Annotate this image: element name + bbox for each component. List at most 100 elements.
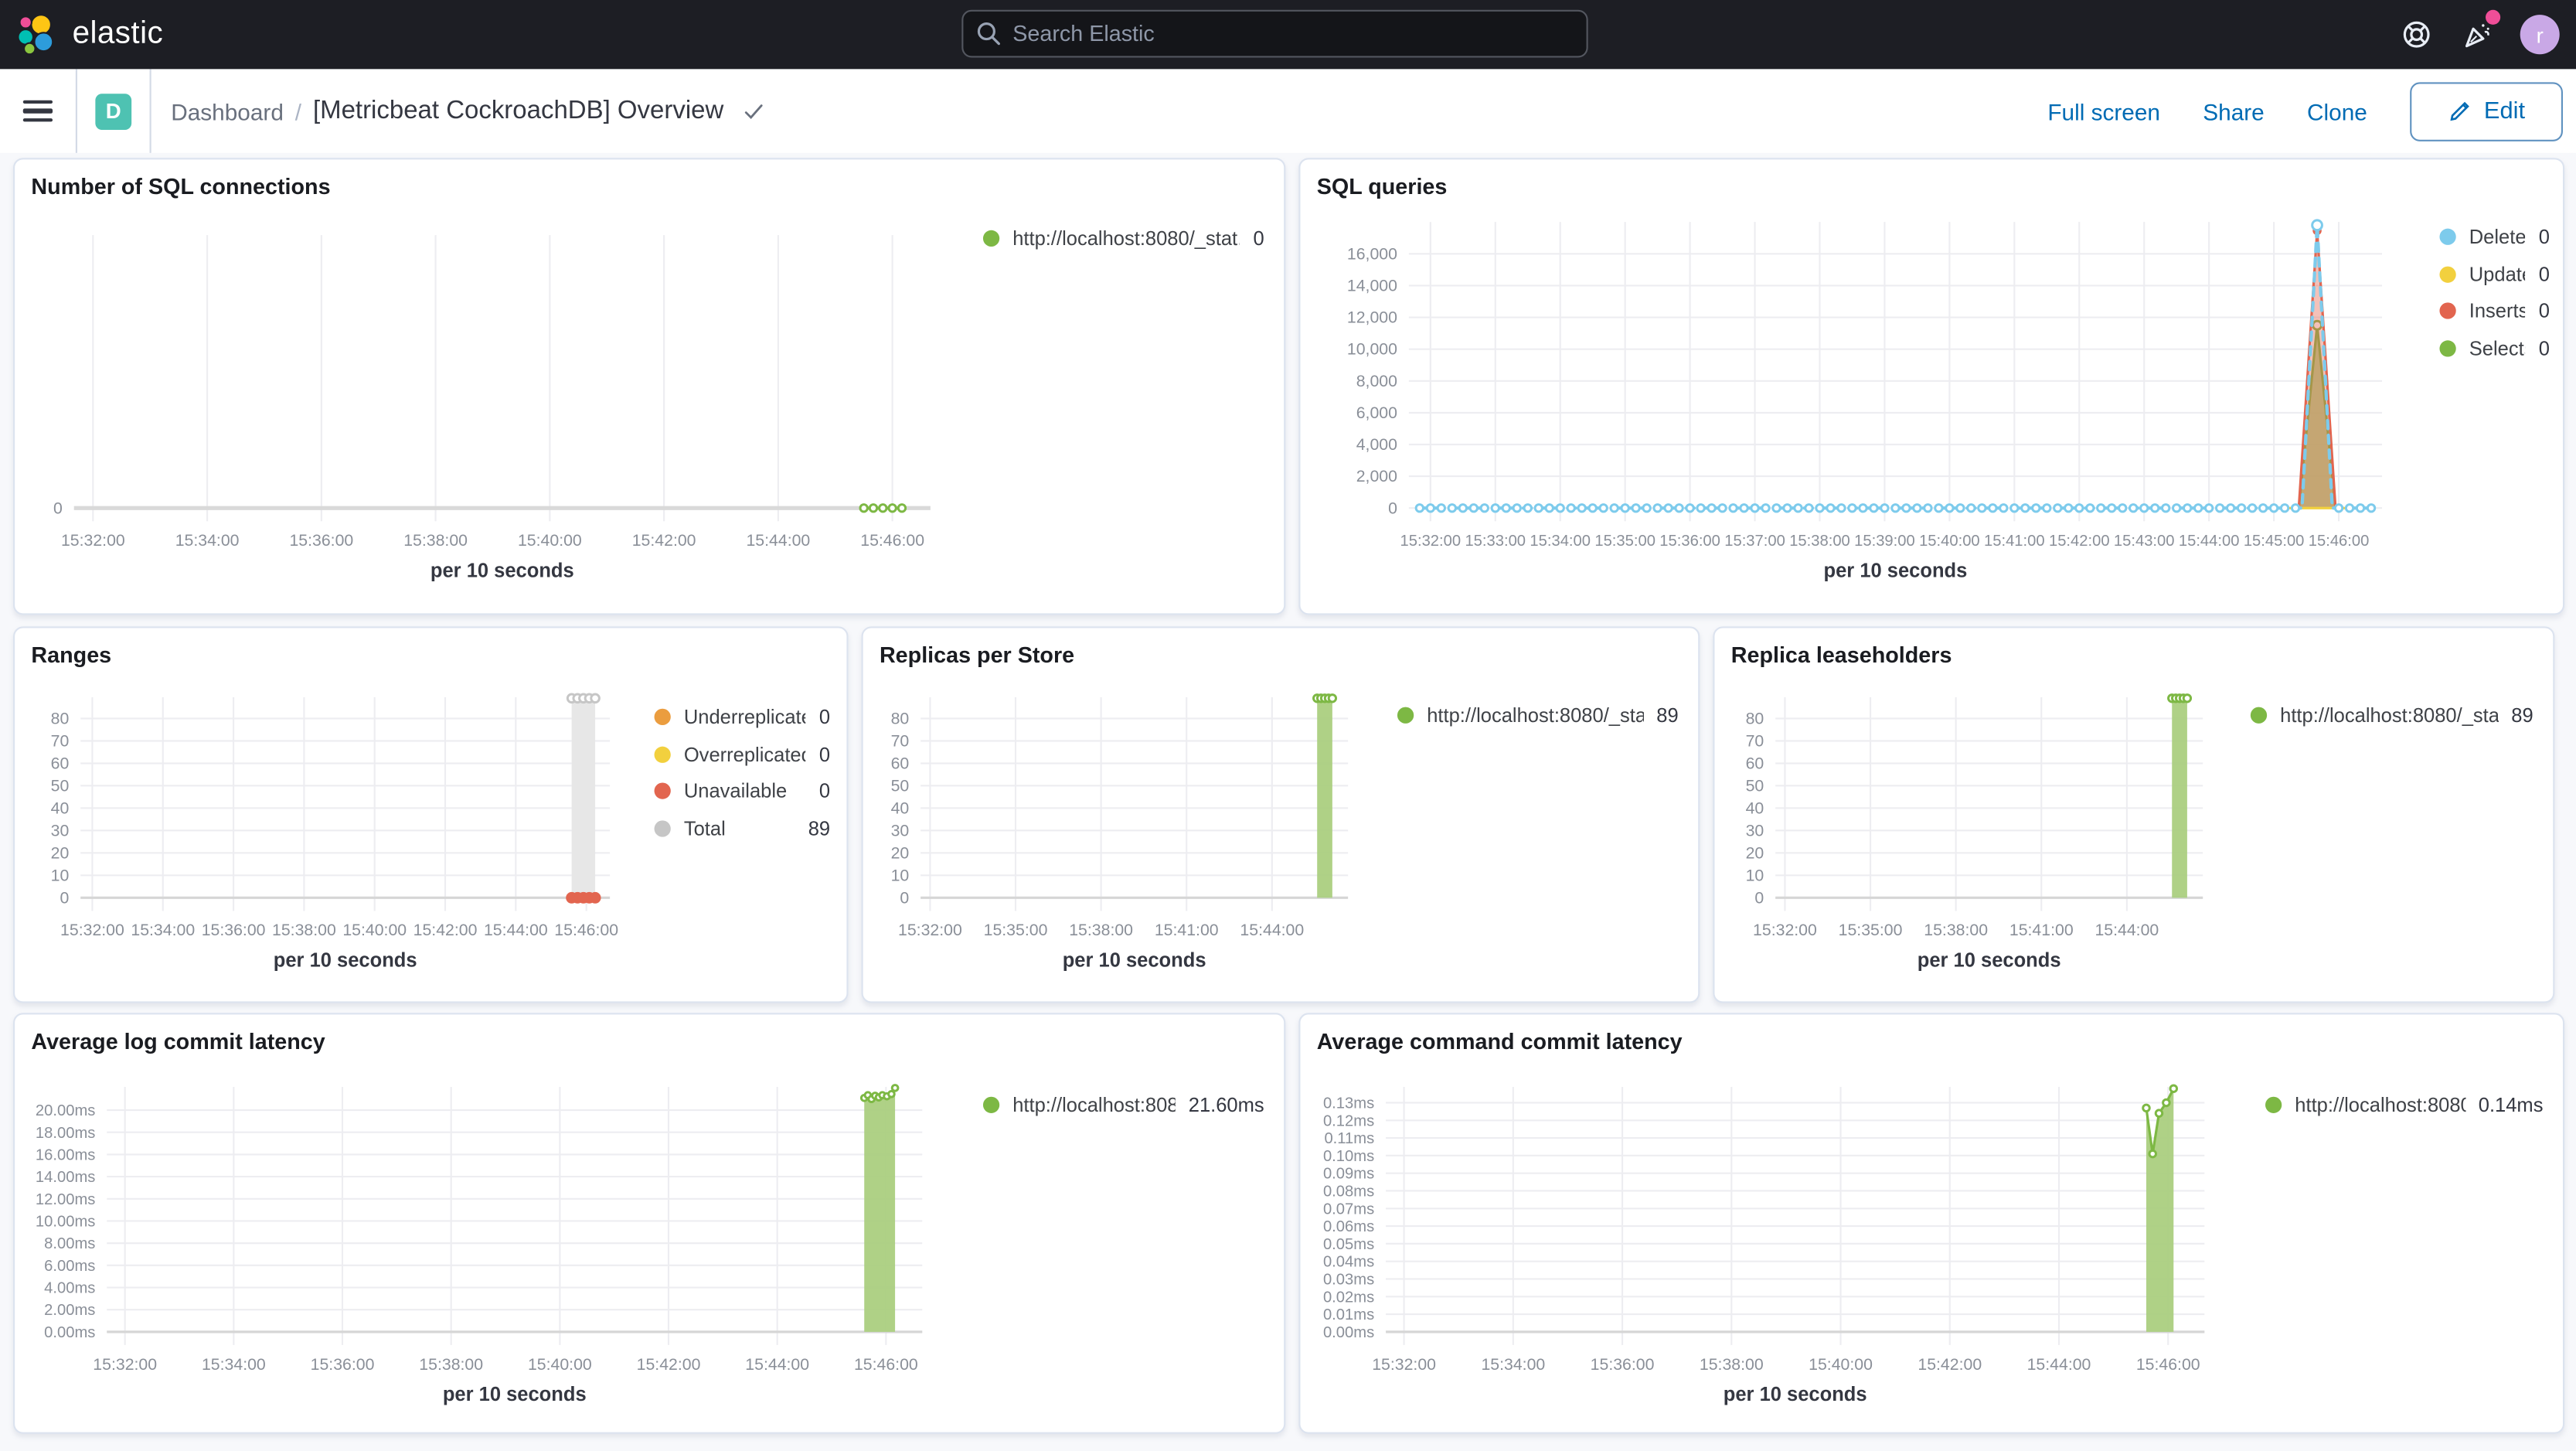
share-button[interactable]: Share: [2203, 97, 2265, 124]
clone-button[interactable]: Clone: [2307, 97, 2367, 124]
legend-value: 0: [818, 742, 831, 766]
panel-title: Number of SQL connections: [31, 174, 331, 199]
legend-item[interactable]: Updates 0: [2439, 262, 2550, 285]
legend-item[interactable]: Deletes 0: [2439, 225, 2550, 248]
legend-dot: [1397, 707, 1414, 724]
legend-item[interactable]: Inserts 0: [2439, 299, 2550, 322]
svg-text:15:38:00: 15:38:00: [1069, 921, 1133, 939]
chart-sql-queries[interactable]: 0 2,000 4,000 6,000 8,000 10,000 12,000 14,000 1…: [1313, 212, 2550, 613]
svg-text:per 10 seconds: per 10 seconds: [430, 560, 574, 582]
svg-text:20: 20: [891, 843, 910, 862]
svg-text:per 10 seconds: per 10 seconds: [274, 950, 417, 972]
legend-value: 0: [818, 705, 831, 729]
svg-text:15:36:00: 15:36:00: [1659, 533, 1720, 550]
svg-text:0.01ms: 0.01ms: [1323, 1306, 1374, 1323]
svg-text:15:40:00: 15:40:00: [1919, 533, 1980, 550]
svg-text:12,000: 12,000: [1347, 308, 1397, 327]
svg-text:0: 0: [1754, 888, 1764, 907]
svg-text:15:46:00: 15:46:00: [854, 1355, 918, 1374]
svg-text:per 10 seconds: per 10 seconds: [1724, 1384, 1867, 1405]
legend-dot: [2265, 1096, 2282, 1113]
chart-sql-connections[interactable]: 0 15:32:00 15:34:00 15:36:00 15:38:00 15:40:0…: [28, 212, 1271, 613]
svg-text:20: 20: [1746, 843, 1764, 862]
search-input[interactable]: [961, 9, 1588, 58]
svg-text:20: 20: [51, 843, 70, 862]
svg-text:0.03ms: 0.03ms: [1323, 1271, 1374, 1288]
chart-avg-log-commit-latency[interactable]: 0.00ms 2.00ms 4.00ms 6.00ms 8.00ms 10.00ms 12.…: [28, 1067, 1271, 1432]
svg-text:15:34:00: 15:34:00: [1481, 1355, 1545, 1374]
legend-value: 0: [2538, 262, 2550, 286]
legend-item[interactable]: Overreplicated 0: [654, 742, 831, 766]
svg-text:30: 30: [1746, 821, 1764, 840]
page-title: [Metricbeat CockroachDB] Overview: [312, 96, 724, 124]
panel-title: Replicas per Store: [879, 642, 1075, 668]
svg-text:18.00ms: 18.00ms: [36, 1125, 95, 1142]
top-app-bar: elastic: [0, 0, 2576, 70]
chart-ranges[interactable]: 0 10 20 30 40 50 60 70 80 15:32:00 15:34:00 15:36:0…: [28, 681, 833, 1002]
svg-text:15:37:00: 15:37:00: [1724, 533, 1785, 550]
newsfeed-icon[interactable]: [2459, 9, 2501, 53]
svg-text:15:43:00: 15:43:00: [2114, 533, 2175, 550]
legend-item[interactable]: http://localhost:8080/_sta... 89: [1397, 703, 1679, 727]
svg-text:per 10 seconds: per 10 seconds: [443, 1384, 587, 1405]
svg-text:80: 80: [51, 709, 70, 727]
svg-text:30: 30: [51, 821, 70, 840]
legend-label: Updates: [2469, 262, 2526, 286]
elastic-logo[interactable]: elastic: [0, 13, 163, 56]
breadcrumb: Dashboard / [Metricbeat CockroachDB] Ove…: [171, 96, 766, 125]
legend-label: http://localhost:808...: [1012, 1093, 1176, 1117]
toolbar-actions: Full screen Share Clone Edit: [2047, 81, 2576, 141]
legend-item[interactable]: Unavailable 0: [654, 779, 830, 802]
user-avatar[interactable]: r: [2520, 15, 2560, 55]
panel-ranges: Ranges 0 10 20 30 40 50 60 70 80 15:32:00 15:34:00…: [13, 626, 849, 1003]
svg-text:per 10 seconds: per 10 seconds: [1918, 950, 2061, 972]
panel-title: Average log commit latency: [31, 1029, 325, 1054]
edit-button[interactable]: Edit: [2410, 81, 2563, 141]
legend-item[interactable]: Total 89: [654, 816, 830, 840]
svg-text:0.04ms: 0.04ms: [1323, 1254, 1374, 1271]
svg-text:0.10ms: 0.10ms: [1323, 1148, 1374, 1165]
legend-dot: [654, 745, 671, 762]
legend-item[interactable]: http://localhost:808... 21.60ms: [982, 1093, 1264, 1117]
legend: http://localhost:8080/_sta... 89: [1397, 703, 1679, 727]
svg-text:15:38:00: 15:38:00: [1789, 533, 1850, 550]
svg-text:10,000: 10,000: [1347, 340, 1397, 359]
panel-average-command-commit-latency: Average command commit latency 0.00ms 0.0…: [1298, 1013, 2565, 1434]
pencil-icon: [2450, 101, 2469, 121]
svg-text:0: 0: [900, 888, 909, 907]
legend-item[interactable]: Underreplicated 0: [654, 705, 831, 729]
svg-text:50: 50: [1746, 776, 1764, 795]
legend-dot: [654, 708, 671, 726]
svg-text:16.00ms: 16.00ms: [36, 1146, 95, 1163]
svg-text:15:46:00: 15:46:00: [860, 531, 924, 550]
legend-label: http://localhost:8080...: [2295, 1093, 2465, 1117]
chart-avg-command-commit-latency[interactable]: 0.00ms 0.01ms 0.02ms 0.03ms 0.04ms 0.05ms 0.06…: [1313, 1067, 2550, 1432]
svg-text:0.07ms: 0.07ms: [1323, 1201, 1374, 1218]
breadcrumb-dashboard[interactable]: Dashboard: [171, 97, 284, 124]
menu-icon[interactable]: [0, 94, 76, 128]
legend-item[interactable]: http://localhost:8080... 0.14ms: [2265, 1093, 2543, 1116]
legend-item[interactable]: http://localhost:8080/_stat... 0: [982, 227, 1264, 250]
full-screen-button[interactable]: Full screen: [2047, 97, 2160, 124]
svg-text:15:38:00: 15:38:00: [419, 1355, 483, 1374]
svg-text:2.00ms: 2.00ms: [44, 1302, 95, 1319]
chart-replicas-per-store[interactable]: 0 10 20 30 40 50 60 70 80 15:32:00 15:35:00 15:38:0…: [876, 681, 1685, 1002]
svg-text:15:40:00: 15:40:00: [1809, 1355, 1873, 1374]
svg-text:0: 0: [53, 499, 63, 517]
panel-sql-queries: SQL queries 0 2,000 4,000 6,000 8,000 10,000 1…: [1298, 158, 2565, 615]
legend: http://localhost:8080/_stat... 0: [982, 227, 1264, 250]
topbar-actions: r: [2398, 0, 2576, 69]
svg-text:15:44:00: 15:44:00: [1240, 921, 1304, 939]
legend-label: Selects: [2469, 336, 2526, 359]
svg-text:40: 40: [1746, 799, 1764, 817]
legend-label: http://localhost:8080/_sta...: [2280, 703, 2499, 727]
chart-replica-leaseholders[interactable]: 0 10 20 30 40 50 60 70 80 15:32:00 15:35:00 15:38:0…: [1727, 681, 2540, 1002]
legend-value: 0: [2538, 225, 2550, 249]
legend-item[interactable]: Selects 0: [2439, 336, 2550, 359]
svg-text:15:44:00: 15:44:00: [745, 1355, 809, 1374]
help-icon[interactable]: [2398, 16, 2435, 53]
svg-text:80: 80: [1746, 709, 1764, 727]
svg-text:15:42:00: 15:42:00: [413, 921, 478, 939]
legend-item[interactable]: http://localhost:8080/_sta... 89: [2250, 703, 2533, 727]
panel-replica-leaseholders: Replica leaseholders 0 10 20 30 40 50 60 70 80 15…: [1713, 626, 2555, 1003]
